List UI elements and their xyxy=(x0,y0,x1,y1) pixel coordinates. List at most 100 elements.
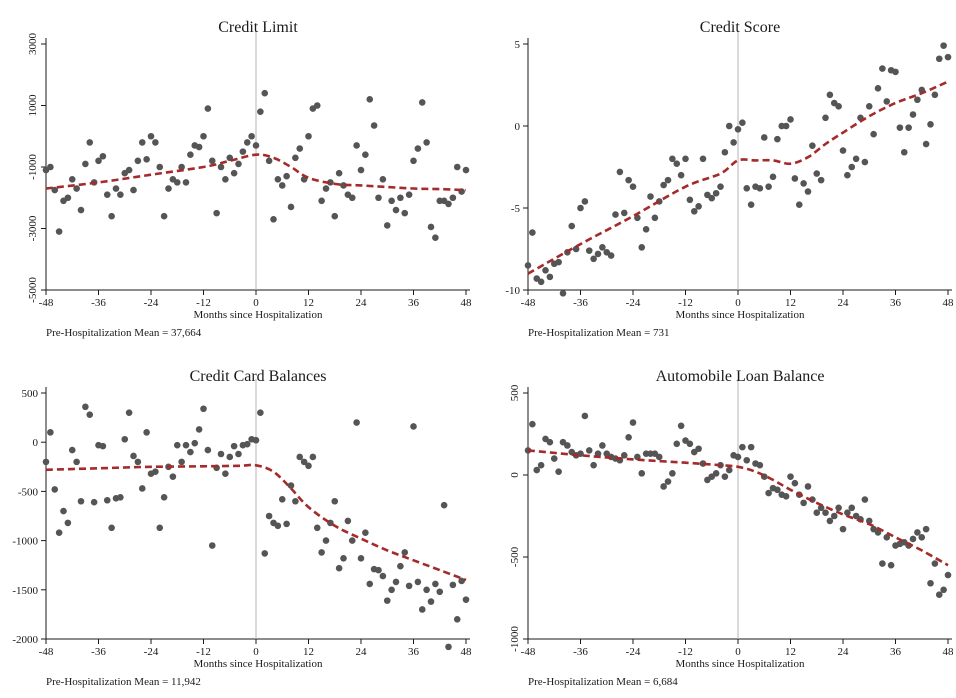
data-point xyxy=(817,504,825,512)
y-tick-label: -500 xyxy=(18,486,39,498)
data-point xyxy=(117,191,124,198)
data-point xyxy=(568,222,576,230)
data-point xyxy=(795,201,803,209)
data-point xyxy=(392,206,400,214)
plot-area: -48 -36 -24 -12 0 12 24 36 48 -1000 -500 0 500 xyxy=(509,379,954,658)
data-point xyxy=(138,485,146,492)
panel-credit-limit: -48 -36 -24 -12 0 12 24 36 48 -5000 -3000 -1000 1000… xyxy=(4,4,478,349)
data-point xyxy=(47,163,54,171)
y-tick-label: -1500 xyxy=(12,585,38,597)
data-point xyxy=(108,524,115,532)
data-point xyxy=(423,586,430,594)
data-point xyxy=(405,191,413,198)
data-point xyxy=(143,156,150,163)
data-point xyxy=(257,108,264,115)
data-point xyxy=(235,160,242,168)
x-tick-label: -36 xyxy=(91,297,106,309)
data-point xyxy=(287,203,295,211)
data-point xyxy=(77,497,85,505)
data-point xyxy=(918,534,926,541)
data-point xyxy=(721,473,729,480)
data-point xyxy=(870,130,877,138)
data-point xyxy=(410,157,417,165)
data-point xyxy=(940,42,947,49)
data-point xyxy=(134,157,142,165)
x-tick-label: 12 xyxy=(303,646,314,658)
data-point xyxy=(712,470,720,477)
data-point xyxy=(248,132,255,140)
x-tick-label: -12 xyxy=(196,297,211,309)
data-point xyxy=(927,121,934,128)
data-point xyxy=(235,450,242,458)
data-point xyxy=(625,176,632,184)
panel-credit-score: -48 -36 -24 -12 0 12 24 36 48 -10 -5 0 5 Credit Scor… xyxy=(486,4,956,349)
x-tick-label: 0 xyxy=(735,646,741,658)
x-tick-label: 0 xyxy=(253,297,259,309)
data-point xyxy=(313,102,321,109)
data-point xyxy=(217,450,225,458)
data-point xyxy=(331,212,339,220)
data-point xyxy=(287,482,295,489)
data-point xyxy=(64,194,72,202)
data-point xyxy=(730,139,737,146)
x-tick-label: 36 xyxy=(890,646,902,658)
data-point xyxy=(756,461,764,469)
data-point xyxy=(655,453,663,461)
data-point xyxy=(423,139,430,146)
data-point xyxy=(283,172,290,180)
data-point xyxy=(432,234,439,242)
data-point xyxy=(673,160,681,168)
data-point xyxy=(765,489,772,497)
data-point xyxy=(708,194,716,202)
data-point xyxy=(252,436,260,444)
data-point xyxy=(418,99,426,106)
data-point xyxy=(690,207,698,215)
x-tick-label: -12 xyxy=(196,646,211,658)
x-tick-label: 36 xyxy=(408,297,420,309)
data-point xyxy=(445,643,452,651)
plot-area: -48 -36 -24 -12 0 12 24 36 48 -10 -5 0 5 xyxy=(505,30,954,309)
data-point xyxy=(383,222,391,229)
data-point xyxy=(664,176,672,184)
data-point xyxy=(782,493,790,500)
data-point xyxy=(721,148,729,156)
x-tick-label: 12 xyxy=(785,646,796,658)
data-point xyxy=(187,448,194,456)
data-point xyxy=(564,442,571,449)
data-point xyxy=(103,191,111,198)
data-point xyxy=(348,194,356,202)
data-point xyxy=(318,197,325,205)
data-point xyxy=(340,555,347,562)
data-point xyxy=(344,517,352,525)
data-point xyxy=(270,215,277,223)
data-point xyxy=(112,185,120,192)
data-point xyxy=(182,441,190,449)
x-tick-label: -12 xyxy=(678,297,693,309)
data-point xyxy=(887,561,895,569)
data-point xyxy=(826,517,834,525)
data-point xyxy=(638,244,646,251)
x-tick-label: -24 xyxy=(626,646,641,658)
x-axis-label: Months since Hospitalization xyxy=(676,309,805,321)
data-point xyxy=(791,479,799,487)
data-point xyxy=(379,176,387,183)
data-point xyxy=(152,139,159,146)
data-point xyxy=(261,550,269,557)
data-point xyxy=(585,247,593,254)
data-point xyxy=(848,504,856,512)
data-point xyxy=(60,507,67,515)
data-point xyxy=(935,591,943,599)
data-point xyxy=(208,157,216,165)
chart-credit-score: -48 -36 -24 -12 0 12 24 36 48 -10 -5 0 5 Credit Scor… xyxy=(505,19,954,339)
data-point xyxy=(629,183,637,190)
y-tick-label: 5 xyxy=(515,39,521,51)
data-point xyxy=(217,163,225,171)
data-point xyxy=(375,194,382,202)
x-axis-label: Months since Hospitalization xyxy=(194,309,323,321)
data-point xyxy=(852,155,860,163)
data-point xyxy=(944,53,952,61)
x-tick-label: -24 xyxy=(144,646,159,658)
x-tick-label: 12 xyxy=(785,297,796,309)
y-tick-label: -1000 xyxy=(509,626,521,652)
data-point xyxy=(99,152,107,160)
